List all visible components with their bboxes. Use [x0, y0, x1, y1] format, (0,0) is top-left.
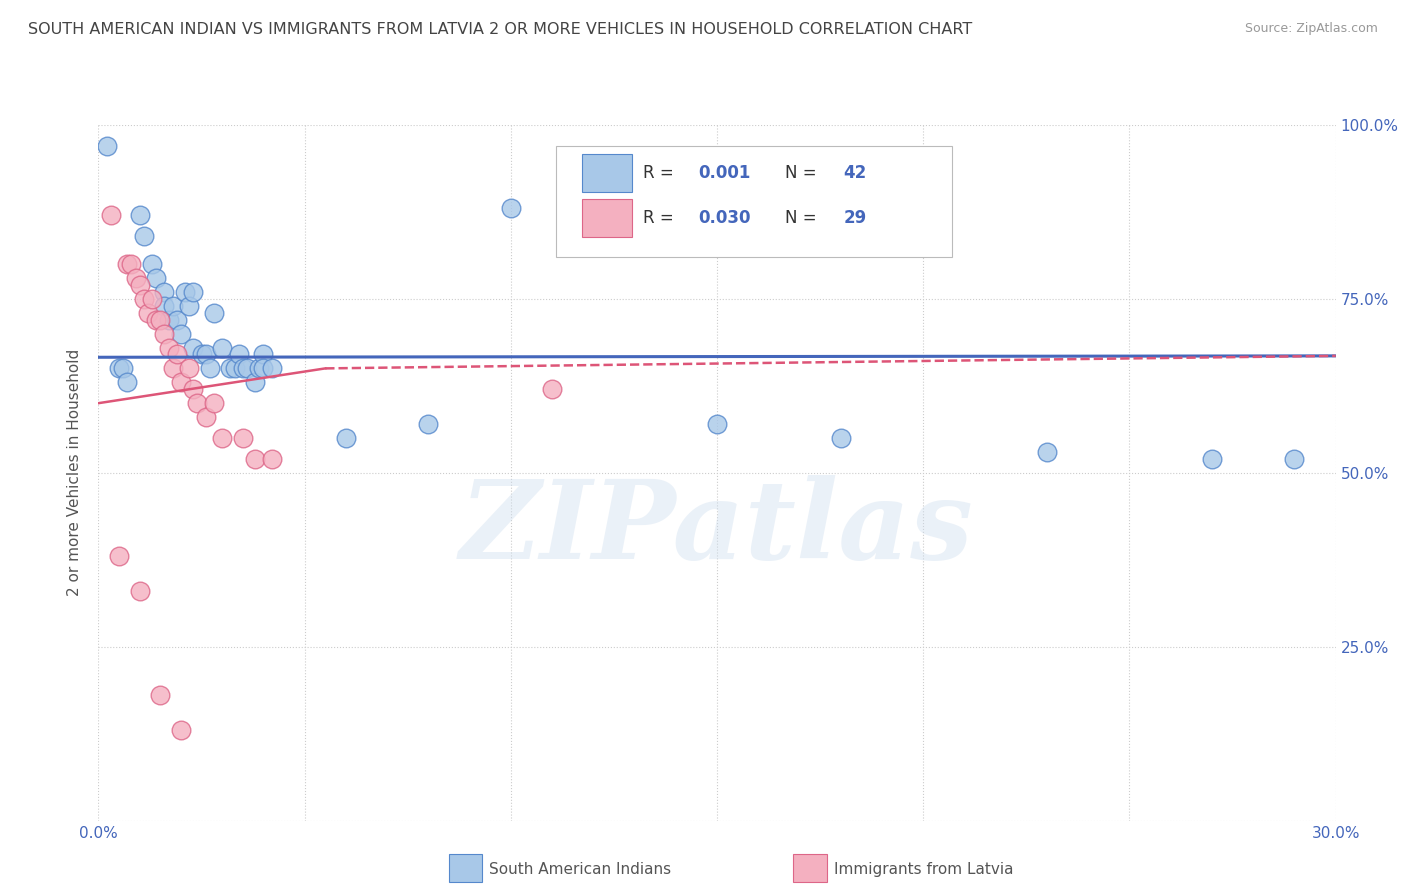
Point [181, 285, 204, 299]
Point [162, 361, 184, 376]
Text: SOUTH AMERICAN INDIAN VS IMMIGRANTS FROM LATVIA 2 OR MORE VEHICLES IN HOUSEHOLD : SOUTH AMERICAN INDIAN VS IMMIGRANTS FROM… [28, 22, 973, 37]
Point [153, 285, 176, 299]
Point [112, 361, 135, 376]
Point [247, 361, 270, 376]
Text: South American Indians: South American Indians [489, 863, 672, 877]
Point [170, 723, 193, 738]
Point [224, 361, 246, 376]
Point [252, 361, 274, 376]
Point [145, 271, 167, 285]
Point [149, 689, 172, 703]
Text: 0.030: 0.030 [699, 209, 751, 227]
Text: R =: R = [643, 164, 679, 182]
Point [136, 306, 159, 320]
Point [198, 361, 221, 376]
Point [1036, 445, 1059, 459]
Text: Source: ZipAtlas.com: Source: ZipAtlas.com [1244, 22, 1378, 36]
Point [108, 361, 131, 376]
Text: N =: N = [785, 164, 823, 182]
Point [170, 326, 193, 341]
FancyBboxPatch shape [582, 154, 631, 192]
Point [128, 584, 150, 599]
Point [157, 341, 180, 355]
Point [541, 382, 564, 396]
Point [418, 417, 440, 431]
Point [179, 361, 201, 376]
Point [181, 341, 204, 355]
Point [186, 396, 208, 410]
Point [194, 347, 217, 361]
Text: N =: N = [785, 209, 823, 227]
Text: 42: 42 [844, 164, 866, 182]
Point [202, 306, 225, 320]
Point [157, 312, 180, 326]
Point [108, 549, 131, 564]
Text: 0.001: 0.001 [699, 164, 751, 182]
Point [181, 382, 204, 396]
Y-axis label: 2 or more Vehicles in Household: 2 or more Vehicles in Household [67, 349, 83, 597]
Point [499, 202, 522, 216]
FancyBboxPatch shape [582, 199, 631, 237]
Point [194, 410, 217, 425]
Point [174, 285, 197, 299]
Point [243, 451, 266, 466]
Text: Immigrants from Latvia: Immigrants from Latvia [834, 863, 1014, 877]
Point [1201, 451, 1223, 466]
Point [830, 431, 852, 445]
Point [120, 257, 142, 271]
Point [117, 257, 139, 271]
Text: ZIPatlas: ZIPatlas [460, 475, 974, 582]
Point [162, 299, 184, 313]
Point [232, 361, 254, 376]
Point [124, 271, 146, 285]
Point [96, 138, 118, 153]
Point [128, 208, 150, 222]
Point [211, 341, 233, 355]
Point [170, 376, 193, 390]
Point [335, 431, 357, 445]
Point [132, 292, 155, 306]
Point [252, 347, 274, 361]
Point [166, 347, 188, 361]
Point [202, 396, 225, 410]
Point [232, 431, 254, 445]
Point [145, 312, 167, 326]
Point [1284, 451, 1306, 466]
Point [211, 431, 233, 445]
Point [153, 299, 176, 313]
Point [219, 361, 242, 376]
Point [149, 312, 172, 326]
Point [236, 361, 259, 376]
Point [243, 376, 266, 390]
Text: 29: 29 [844, 209, 866, 227]
Point [706, 417, 728, 431]
Point [153, 326, 176, 341]
Point [128, 277, 150, 292]
Point [100, 208, 122, 222]
Point [132, 229, 155, 244]
Point [166, 312, 188, 326]
Point [260, 361, 283, 376]
Point [190, 347, 212, 361]
Point [141, 292, 163, 306]
Point [179, 299, 201, 313]
Point [117, 376, 139, 390]
Point [141, 257, 163, 271]
FancyBboxPatch shape [557, 145, 952, 257]
Point [260, 451, 283, 466]
Point [228, 347, 250, 361]
Text: R =: R = [643, 209, 679, 227]
Point [582, 236, 605, 251]
